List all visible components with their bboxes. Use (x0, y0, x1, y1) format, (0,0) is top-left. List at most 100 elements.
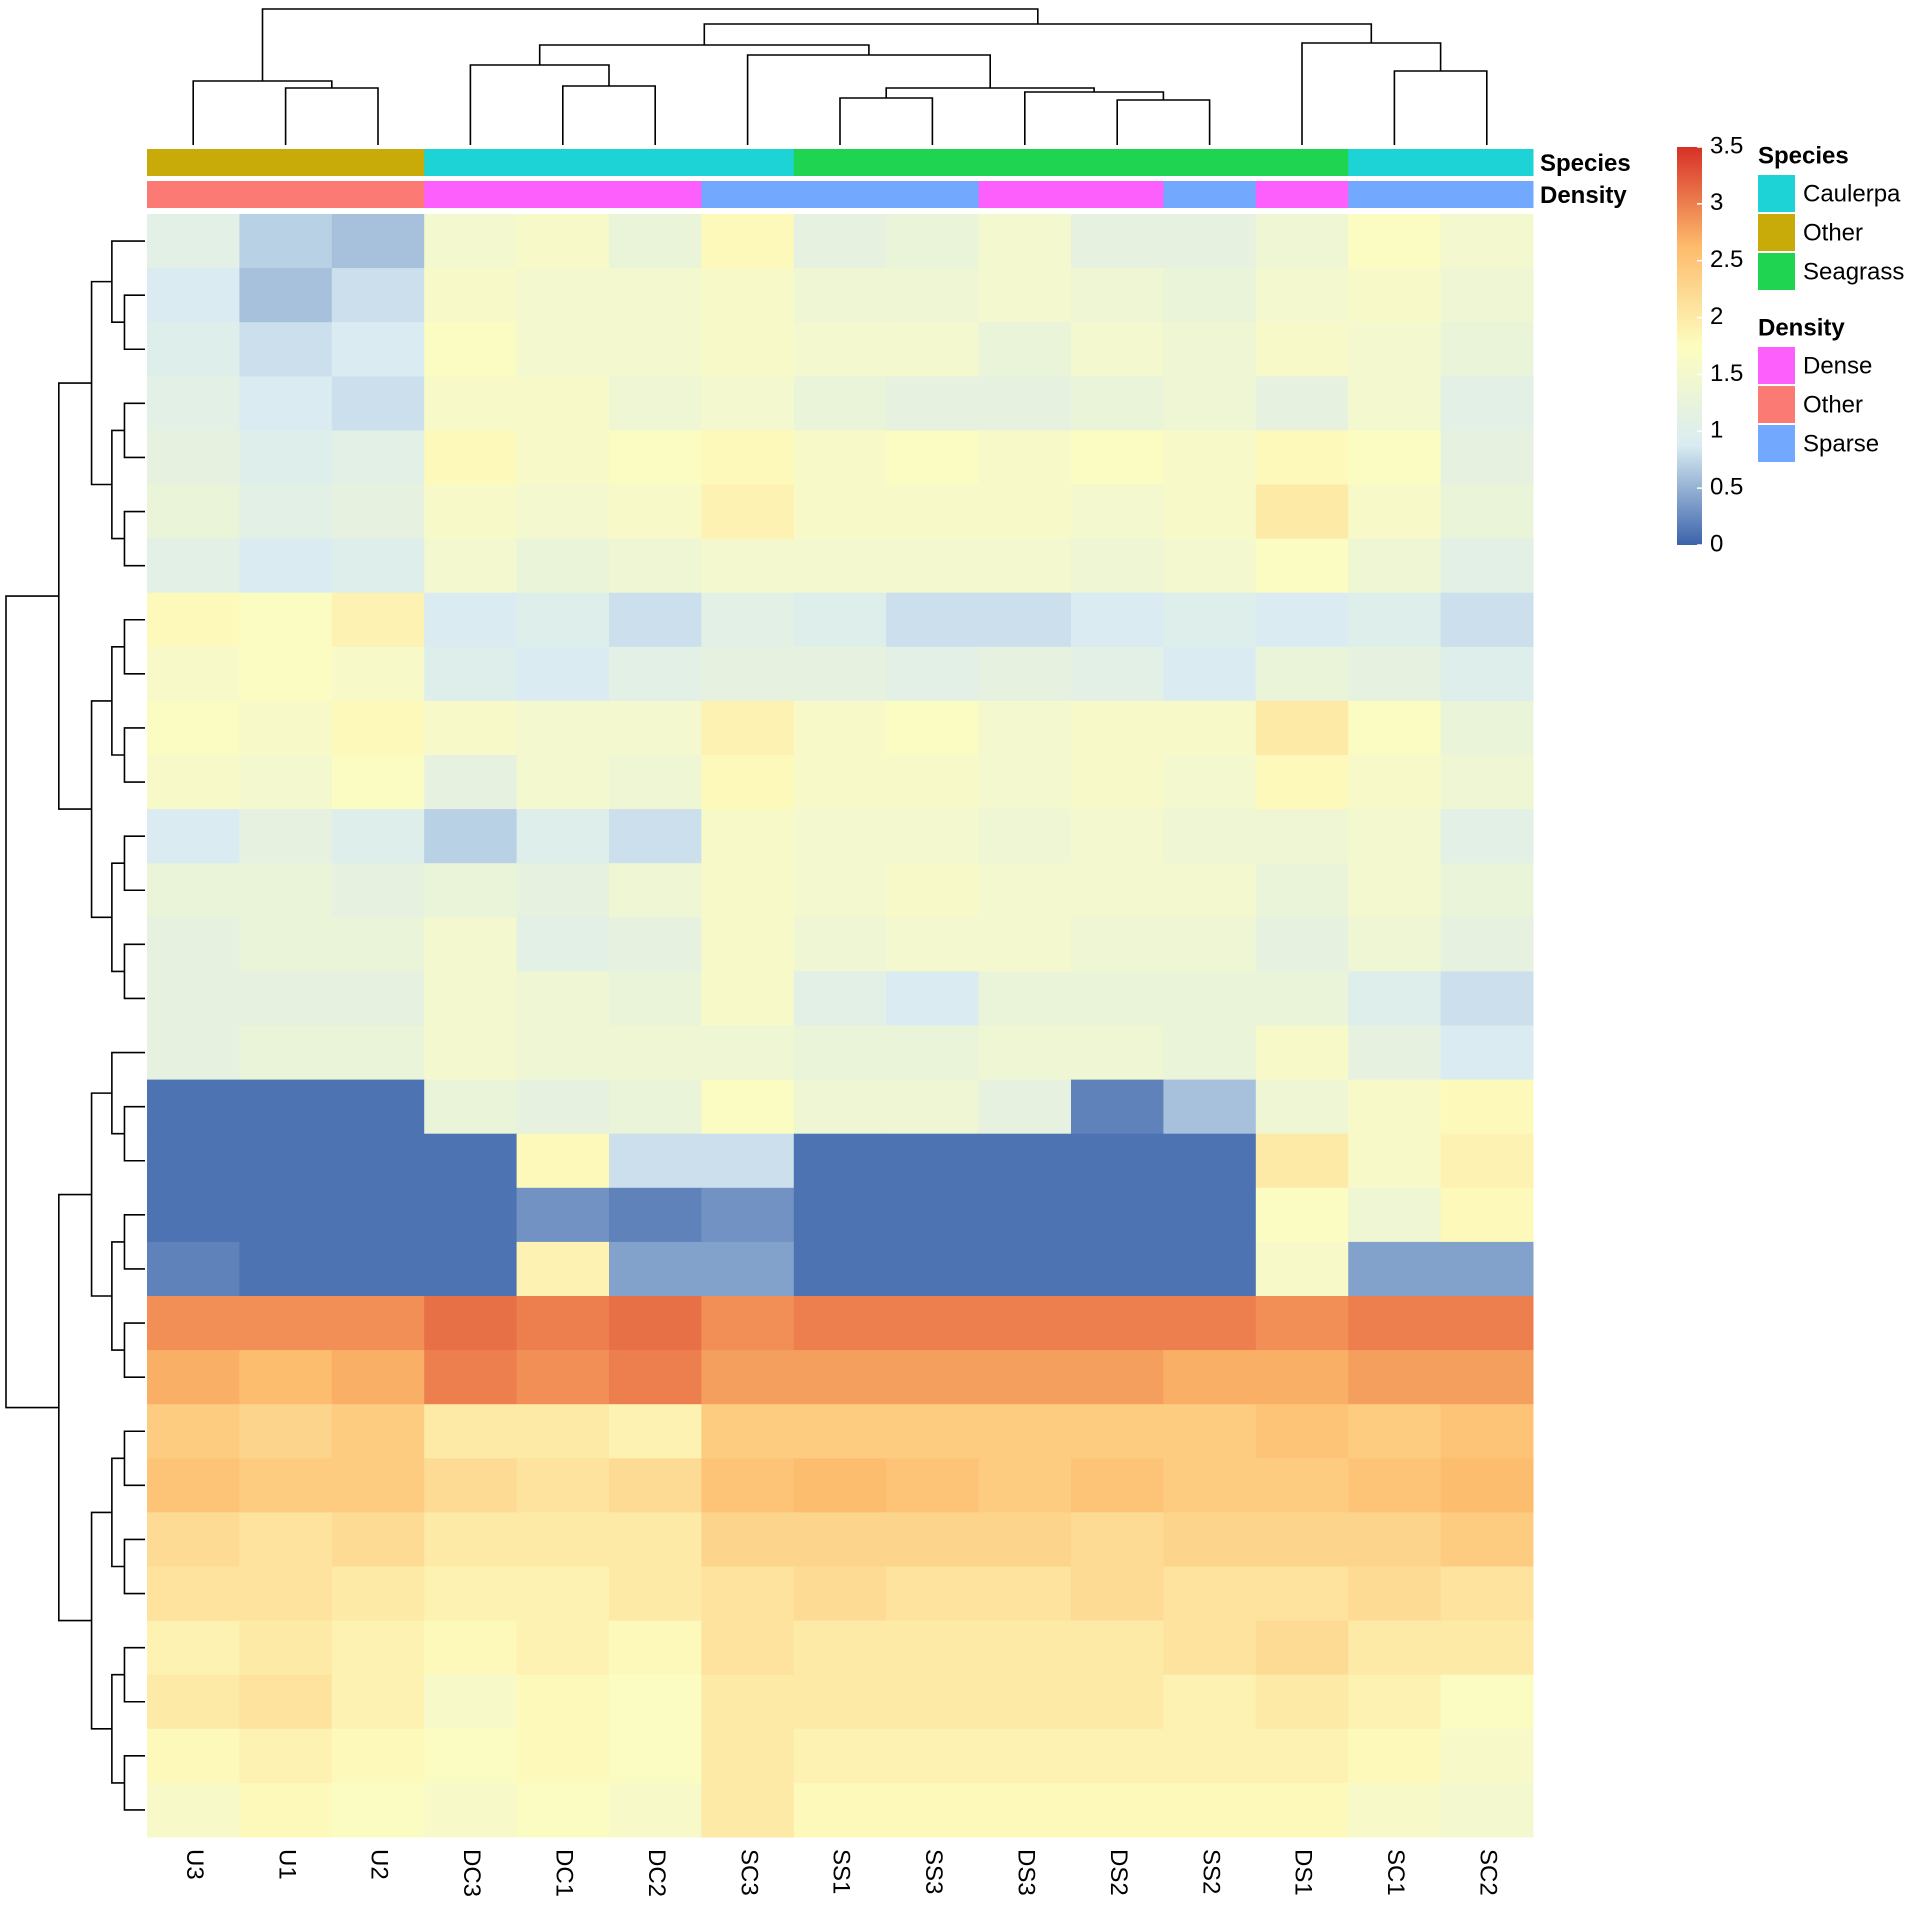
heatmap-cell (701, 1296, 795, 1351)
heatmap-cell (239, 1458, 333, 1513)
heatmap-cell (424, 1620, 518, 1676)
heatmap-cell (1348, 376, 1442, 431)
heatmap-cell (1163, 700, 1257, 756)
heatmap-cell (978, 1187, 1072, 1243)
annotation-cell (239, 181, 333, 208)
annotation-cell (1440, 181, 1534, 208)
heatmap-cell (1348, 484, 1442, 540)
heatmap-cell (1348, 1079, 1442, 1135)
heatmap-cell (1348, 917, 1442, 972)
heatmap-cell (1348, 430, 1442, 485)
heatmap-cell (886, 322, 980, 377)
heatmap-cell (1348, 863, 1442, 918)
heatmap-cell (1071, 1025, 1164, 1081)
heatmap-cell (1163, 592, 1257, 648)
heatmap-cell (147, 1674, 240, 1730)
heatmap-cell (1348, 268, 1442, 323)
heatmap-cell (331, 1241, 425, 1297)
heatmap-cell (147, 1566, 240, 1622)
heatmap-cell (609, 700, 702, 756)
heatmap-cell (978, 1458, 1072, 1513)
heatmap-cell (239, 430, 333, 485)
heatmap-cell (793, 268, 887, 323)
annotation-cell (886, 181, 980, 208)
heatmap-cell (978, 1241, 1072, 1297)
legend-label: Other (1803, 391, 1863, 418)
heatmap-cell (978, 1296, 1072, 1351)
heatmap-cell (147, 1404, 240, 1459)
heatmap-cell (424, 1187, 518, 1243)
heatmap-cell (886, 1025, 980, 1081)
colorbar-tick-label: 2.5 (1710, 246, 1743, 273)
heatmap-cell (147, 538, 240, 594)
heatmap-cell (239, 1728, 333, 1784)
heatmap-cell (1255, 1512, 1349, 1567)
heatmap-cell (331, 917, 425, 972)
heatmap-cell (424, 1512, 518, 1567)
heatmap-cell (701, 1674, 795, 1730)
heatmap (147, 214, 1534, 1838)
legend-label: Dense (1803, 352, 1872, 379)
heatmap-cell (609, 1512, 702, 1567)
heatmap-cell (793, 376, 887, 431)
annotation-label: Species (1540, 150, 1631, 177)
heatmap-cell (886, 1620, 980, 1676)
heatmap-cell (978, 646, 1072, 702)
heatmap-cell (147, 1187, 240, 1243)
heatmap-cell (1440, 971, 1534, 1026)
heatmap-cell (609, 268, 702, 323)
heatmap-cell (516, 430, 610, 485)
heatmap-cell (701, 1512, 795, 1567)
heatmap-cell (331, 1728, 425, 1784)
heatmap-cell (1440, 1620, 1534, 1676)
heatmap-cell (793, 1782, 887, 1838)
heatmap-cell (331, 1674, 425, 1730)
heatmap-cell (609, 1133, 702, 1189)
heatmap-cell (1348, 755, 1442, 810)
heatmap-cell (978, 700, 1072, 756)
heatmap-cell (239, 917, 333, 972)
heatmap-cell (1071, 1620, 1164, 1676)
heatmap-cell (1255, 755, 1349, 810)
heatmap-cell (1440, 1296, 1534, 1351)
heatmap-cell (424, 1350, 518, 1405)
heatmap-cell (793, 1079, 887, 1135)
annotation-cell (1255, 181, 1349, 208)
heatmap-cell (701, 1404, 795, 1459)
legend-swatch (1758, 253, 1795, 290)
heatmap-cell (239, 1025, 333, 1081)
legend-label: Sparse (1803, 430, 1879, 457)
heatmap-cell (793, 1241, 887, 1297)
dendrogram-branch (58, 1193, 92, 1622)
heatmap-cell (1071, 1296, 1164, 1351)
heatmap-cell (793, 700, 887, 756)
heatmap-cell (886, 1674, 980, 1730)
heatmap-cell (609, 863, 702, 918)
heatmap-cell (516, 646, 610, 702)
heatmap-cell (424, 1782, 518, 1838)
dendrogram-branch (123, 943, 145, 1000)
heatmap-cell (1440, 1674, 1534, 1730)
heatmap-cell (1440, 1133, 1534, 1189)
heatmap-cell (1255, 809, 1349, 864)
heatmap-cell (424, 538, 518, 594)
heatmap-cell (1440, 917, 1534, 972)
heatmap-cell (147, 1782, 240, 1838)
heatmap-cell (1163, 1620, 1257, 1676)
heatmap-cell (701, 1566, 795, 1622)
heatmap-cell (793, 1566, 887, 1622)
heatmap-cell (886, 268, 980, 323)
column-label: SS2 (1197, 1849, 1224, 1894)
annotation-cell (424, 181, 518, 208)
heatmap-cell (609, 646, 702, 702)
heatmap-cell (424, 1674, 518, 1730)
heatmap-cell (886, 430, 980, 485)
heatmap-cell (793, 1187, 887, 1243)
heatmap-cell (424, 971, 518, 1026)
column-label: SS1 (828, 1849, 855, 1894)
heatmap-cell (1348, 1187, 1442, 1243)
heatmap-cell (978, 863, 1072, 918)
heatmap-cell (1163, 538, 1257, 594)
heatmap-cell (886, 1566, 980, 1622)
heatmap-cell (147, 430, 240, 485)
